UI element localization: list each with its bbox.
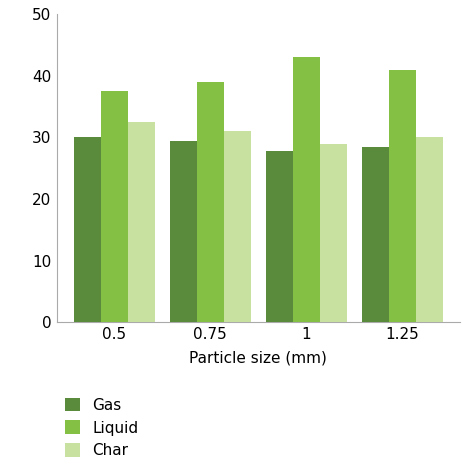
Bar <box>224 131 251 322</box>
Bar <box>389 70 416 322</box>
Bar <box>74 137 101 322</box>
Bar <box>416 137 443 322</box>
Bar <box>170 141 197 322</box>
Legend: Gas, Liquid, Char: Gas, Liquid, Char <box>64 398 138 458</box>
Bar <box>101 91 128 322</box>
Bar <box>293 57 320 322</box>
Bar <box>362 147 389 322</box>
Bar <box>197 82 224 322</box>
Bar <box>266 151 293 322</box>
Bar <box>128 122 155 322</box>
Bar <box>320 144 346 322</box>
X-axis label: Particle size (mm): Particle size (mm) <box>190 350 327 365</box>
